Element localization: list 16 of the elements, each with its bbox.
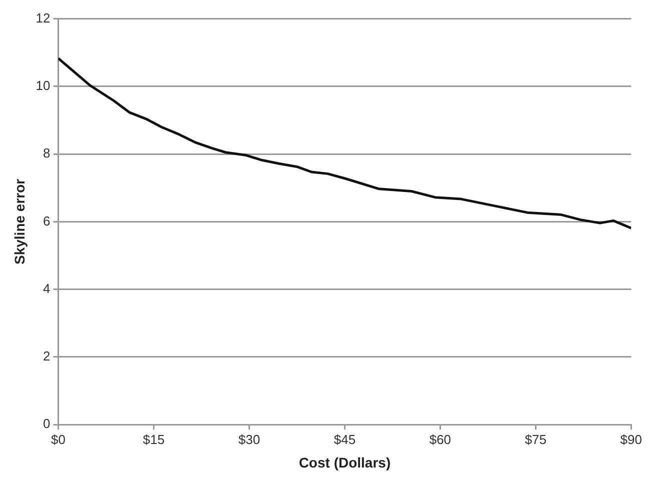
y-tick-label: 4 <box>43 280 50 296</box>
y-tick-label: 8 <box>43 146 50 161</box>
x-tick-label: $90 <box>620 432 642 447</box>
x-tick-label: $60 <box>429 432 452 447</box>
y-tick-label: 0 <box>43 416 50 432</box>
y-axis-title: Skyline error <box>11 178 28 265</box>
y-tick-label: 2 <box>43 348 50 364</box>
x-tick-label: $15 <box>142 432 165 447</box>
y-tick-label: 6 <box>43 213 50 228</box>
y-tick-label: 10 <box>36 78 50 94</box>
x-tick-label: $75 <box>524 432 547 447</box>
x-tick-label: $45 <box>334 432 356 447</box>
x-tick-label: $30 <box>238 432 260 447</box>
x-axis-title: Cost (Dollars) <box>298 454 391 470</box>
y-tick-label: 12 <box>36 10 50 26</box>
x-tick-label: $0 <box>51 432 66 447</box>
